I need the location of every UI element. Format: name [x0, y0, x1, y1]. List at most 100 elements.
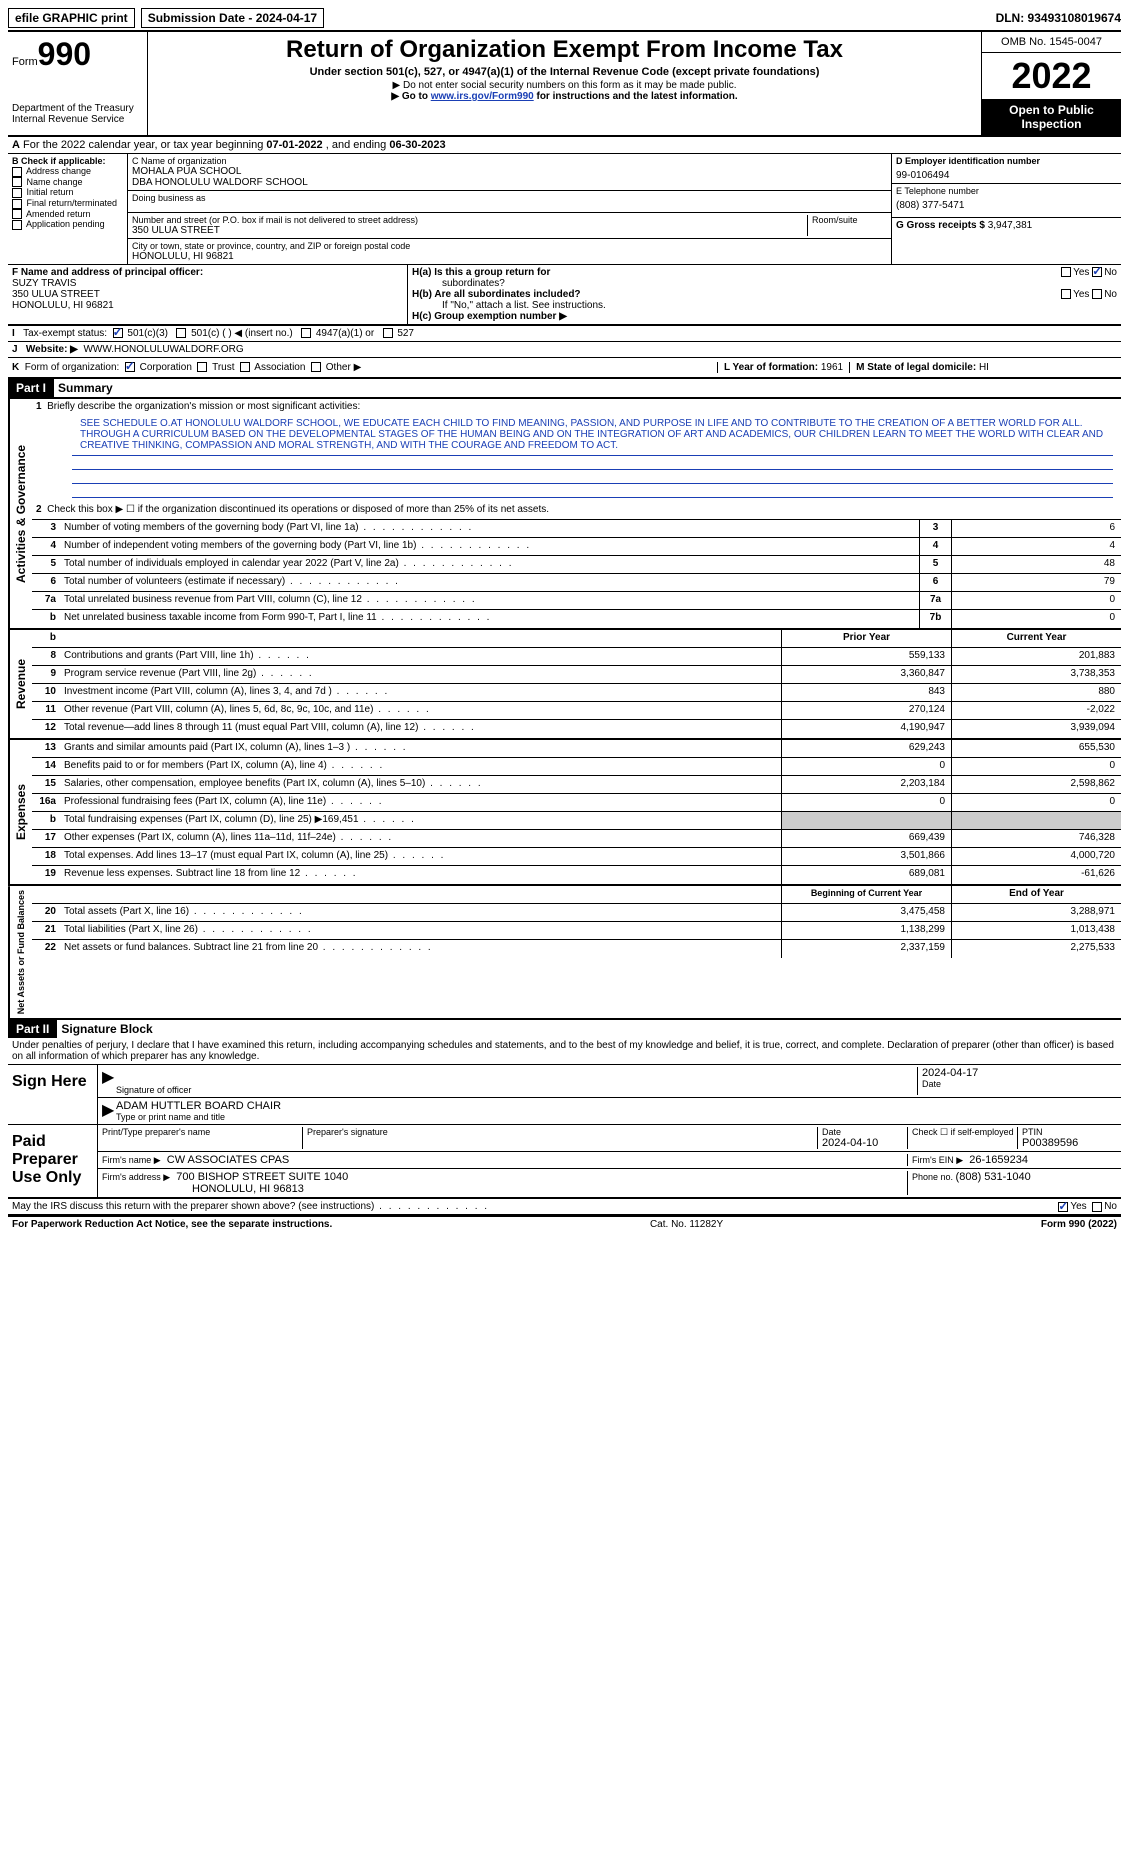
mission-blank3 [72, 486, 1113, 498]
exp-prior: 0 [781, 758, 951, 775]
part-i-header: Part I [8, 379, 54, 397]
note-goto-post: for instructions and the latest informat… [534, 91, 738, 102]
exp-cur: 655,530 [951, 740, 1121, 757]
part-ii-header-row: Part II Signature Block [8, 1020, 1121, 1038]
prep-print-label: Print/Type preparer's name [102, 1127, 302, 1149]
sign-date-label: Date [922, 1079, 1117, 1089]
revenue-side: Revenue [8, 630, 32, 738]
row-a: A For the 2022 calendar year, or tax yea… [8, 137, 1121, 154]
officer-print-name: ADAM HUTTLER BOARD CHAIR [116, 1100, 1117, 1112]
gov-box: 6 [919, 574, 951, 591]
check-assoc[interactable] [240, 362, 250, 372]
exp-prior: 2,203,184 [781, 776, 951, 793]
col-b-label: B Check if applicable: [12, 156, 123, 166]
rev-row: 12 Total revenue—add lines 8 through 11 … [32, 720, 1121, 738]
exp-row: b Total fundraising expenses (Part IX, c… [32, 812, 1121, 830]
dba-label: Doing business as [132, 193, 887, 203]
check-527[interactable] [383, 328, 393, 338]
opt-other: Other ▶ [326, 362, 361, 373]
check-pending-label: Application pending [26, 219, 105, 229]
gov-box: 7a [919, 592, 951, 609]
exp-num: 19 [32, 866, 60, 884]
exp-num: 16a [32, 794, 60, 811]
m-value: HI [979, 362, 989, 373]
col-d: D Employer identification number 99-0106… [891, 154, 1121, 264]
discuss-no-check[interactable] [1092, 1202, 1102, 1212]
mission-blank1 [72, 458, 1113, 470]
row-a-mid: , and ending [326, 139, 390, 151]
check-4947[interactable] [301, 328, 311, 338]
current-year-header: Current Year [951, 630, 1121, 647]
gov-val: 0 [951, 610, 1121, 628]
addr-label: Number and street (or P.O. box if mail i… [132, 215, 807, 225]
discuss-text: May the IRS discuss this return with the… [12, 1201, 489, 1212]
rev-desc: Other revenue (Part VIII, column (A), li… [60, 702, 781, 719]
gov-row: 7a Total unrelated business revenue from… [32, 592, 1121, 610]
sign-here-label: Sign Here [8, 1065, 98, 1124]
exp-cur: 0 [951, 794, 1121, 811]
line1-num: 1 [36, 401, 42, 412]
expenses-side: Expenses [8, 740, 32, 884]
gov-box: 5 [919, 556, 951, 573]
footer: For Paperwork Reduction Act Notice, see … [8, 1215, 1121, 1232]
exp-num: 13 [32, 740, 60, 757]
exp-cur: 4,000,720 [951, 848, 1121, 865]
website-value: WWW.HONOLULUWALDORF.ORG [83, 344, 243, 355]
line2-text: Check this box ▶ ☐ if the organization d… [47, 504, 549, 515]
check-pending[interactable] [12, 220, 22, 230]
net-cur: 3,288,971 [951, 904, 1121, 921]
check-501c3[interactable] [113, 328, 123, 338]
exp-cur: 0 [951, 758, 1121, 775]
officer-city: HONOLULU, HI 96821 [12, 300, 403, 311]
gov-num: 7a [32, 592, 60, 609]
check-other[interactable] [311, 362, 321, 372]
line1-text: Briefly describe the organization's miss… [47, 401, 360, 412]
l-value: 1961 [821, 362, 843, 373]
gov-desc: Number of independent voting members of … [60, 538, 919, 555]
exp-row: 13 Grants and similar amounts paid (Part… [32, 740, 1121, 758]
rev-desc: Program service revenue (Part VIII, line… [60, 666, 781, 683]
check-501c[interactable] [176, 328, 186, 338]
gov-val: 0 [951, 592, 1121, 609]
discuss-yes-check[interactable] [1058, 1202, 1068, 1212]
website-label: Website: ▶ [26, 344, 78, 355]
gov-desc: Number of voting members of the governin… [60, 520, 919, 537]
firm-name-label: Firm's name ▶ [102, 1155, 161, 1165]
rev-row: 10 Investment income (Part VIII, column … [32, 684, 1121, 702]
col-b: B Check if applicable: Address change Na… [8, 154, 128, 264]
gov-desc: Net unrelated business taxable income fr… [60, 610, 919, 628]
exp-desc: Salaries, other compensation, employee b… [60, 776, 781, 793]
rev-desc: Total revenue—add lines 8 through 11 (mu… [60, 720, 781, 738]
check-address[interactable] [12, 167, 22, 177]
net-prior: 3,475,458 [781, 904, 951, 921]
opt-527: 527 [397, 328, 414, 339]
exp-desc: Total fundraising expenses (Part IX, col… [60, 812, 781, 829]
ptin-label: PTIN [1022, 1127, 1117, 1137]
check-trust[interactable] [197, 362, 207, 372]
exp-desc: Benefits paid to or for members (Part IX… [60, 758, 781, 775]
rev-prior: 843 [781, 684, 951, 701]
hb-yes-check[interactable] [1061, 289, 1071, 299]
exp-desc: Professional fundraising fees (Part IX, … [60, 794, 781, 811]
irs-link[interactable]: www.irs.gov/Form990 [431, 91, 534, 102]
form-org-label: Form of organization: [25, 362, 120, 373]
check-final[interactable] [12, 199, 22, 209]
col-h: H(a) Is this a group return for subordin… [408, 265, 1121, 324]
hb-no-check[interactable] [1092, 289, 1102, 299]
check-final-label: Final return/terminated [27, 198, 118, 208]
check-amended[interactable] [12, 209, 22, 219]
exp-prior: 689,081 [781, 866, 951, 884]
room-label: Room/suite [807, 215, 887, 236]
sign-arrow-icon: ▶ [102, 1067, 116, 1095]
ha-no-check[interactable] [1092, 267, 1102, 277]
check-name[interactable] [12, 177, 22, 187]
gov-num: 5 [32, 556, 60, 573]
check-corp[interactable] [125, 362, 135, 372]
ha-yes-check[interactable] [1061, 267, 1071, 277]
hb-no: No [1104, 289, 1117, 300]
check-initial[interactable] [12, 188, 22, 198]
dln: DLN: 93493108019674 [996, 11, 1121, 25]
omb-number: OMB No. 1545-0047 [982, 32, 1121, 53]
ptin-value: P00389596 [1022, 1137, 1117, 1149]
rev-num: 9 [32, 666, 60, 683]
